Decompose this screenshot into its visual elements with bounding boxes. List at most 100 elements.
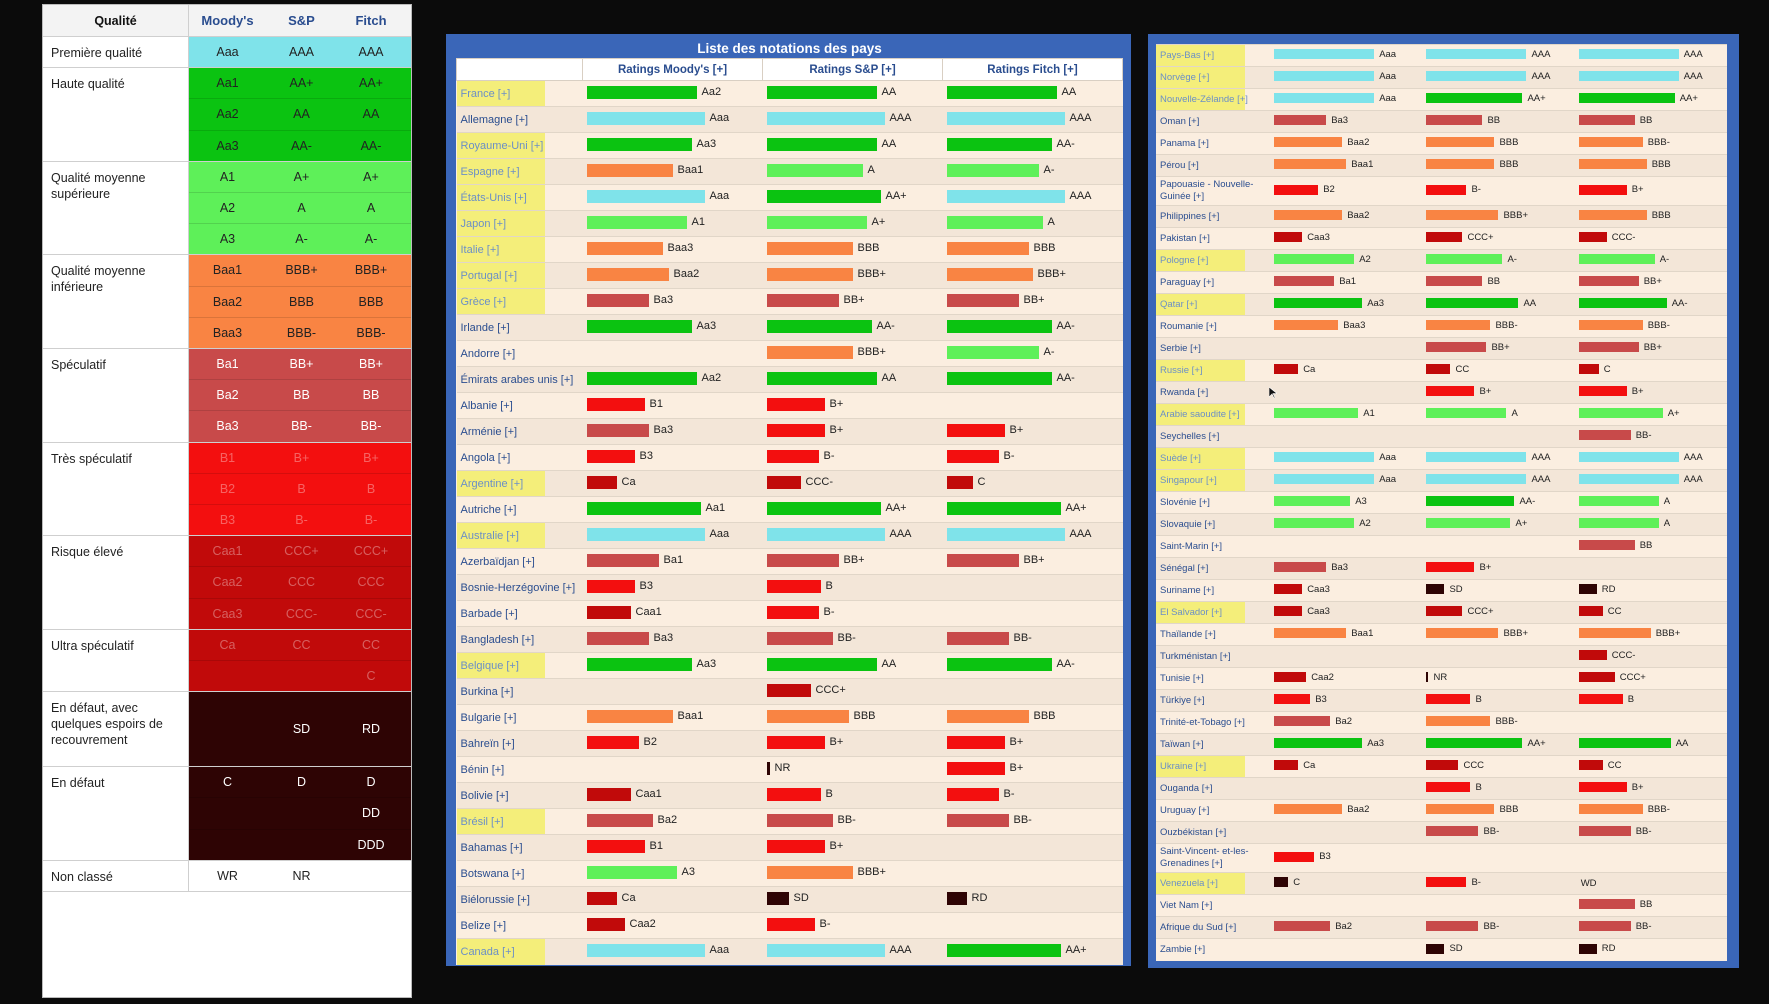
country-link[interactable]: Slovénie [+] xyxy=(1156,491,1271,514)
country-link[interactable]: Royaume-Uni [+] xyxy=(456,132,583,159)
rating-bar-fill xyxy=(586,865,677,879)
country-link[interactable]: Viet Nam [+] xyxy=(1156,894,1271,917)
country-link[interactable]: Pakistan [+] xyxy=(1156,227,1271,250)
country-link[interactable]: Zambie [+] xyxy=(1156,938,1271,961)
rating-cell-fitch xyxy=(942,678,1123,705)
country-link[interactable]: Bulgarie [+] xyxy=(456,704,583,731)
legend-moodys-value: Ba3 xyxy=(216,419,239,434)
rating-cell-sp: B- xyxy=(762,444,943,471)
country-link[interactable]: Saint-Vincent- et-les-Grenadines [+] xyxy=(1156,843,1271,873)
country-link[interactable]: Belgique [+] xyxy=(456,652,583,679)
rating-cell-fitch: BB- xyxy=(1574,425,1727,448)
country-link[interactable]: Sénégal [+] xyxy=(1156,557,1271,580)
header-fitch[interactable]: Ratings Fitch [+] xyxy=(942,58,1123,81)
country-link[interactable]: Ouzbékistan [+] xyxy=(1156,821,1271,844)
country-link[interactable]: Suède [+] xyxy=(1156,447,1271,470)
country-link[interactable]: Pérou [+] xyxy=(1156,154,1271,177)
legend-header-moodys[interactable]: Moody's xyxy=(201,13,254,28)
country-link[interactable]: Rwanda [+] xyxy=(1156,381,1271,404)
country-link[interactable]: Afrique du Sud [+] xyxy=(1156,916,1271,939)
rating-value: B+ xyxy=(1009,762,1024,774)
country-link[interactable]: Barbade [+] xyxy=(456,600,583,627)
country-link[interactable]: Seychelles [+] xyxy=(1156,425,1271,448)
country-link[interactable]: Autriche [+] xyxy=(456,496,583,523)
country-link[interactable]: Émirats arabes unis [+] xyxy=(456,366,583,393)
country-link[interactable]: Ouganda [+] xyxy=(1156,777,1271,800)
country-link[interactable]: Bolivie [+] xyxy=(456,782,583,809)
country-link[interactable]: Arménie [+] xyxy=(456,418,583,445)
country-link[interactable]: France [+] xyxy=(456,80,583,107)
country-link[interactable]: Turkménistan [+] xyxy=(1156,645,1271,668)
country-link[interactable]: Nouvelle-Zélande [+] xyxy=(1156,88,1271,111)
header-moodys[interactable]: Ratings Moody's [+] xyxy=(582,58,763,81)
country-link[interactable]: Japon [+] xyxy=(456,210,583,237)
country-link[interactable]: Türkiye [+] xyxy=(1156,689,1271,712)
country-link[interactable]: Bangladesh [+] xyxy=(456,626,583,653)
country-link[interactable]: Venezuela [+] xyxy=(1156,872,1271,895)
country-link[interactable]: Brésil [+] xyxy=(456,808,583,835)
country-link[interactable]: Thaïlande [+] xyxy=(1156,623,1271,646)
header-sp[interactable]: Ratings S&P [+] xyxy=(762,58,943,81)
country-link[interactable]: Panama [+] xyxy=(1156,132,1271,155)
rating-bar: B+ xyxy=(1578,386,1644,397)
country-link[interactable]: Belize [+] xyxy=(456,912,583,939)
country-link[interactable]: Slovaquie [+] xyxy=(1156,513,1271,536)
country-link[interactable]: Roumanie [+] xyxy=(1156,315,1271,338)
country-link[interactable]: Tunisie [+] xyxy=(1156,667,1271,690)
country-link[interactable]: Australie [+] xyxy=(456,522,583,549)
country-link[interactable]: Pays-Bas [+] xyxy=(1156,44,1271,67)
country-link[interactable]: Oman [+] xyxy=(1156,110,1271,133)
rating-bar-fill xyxy=(946,345,1039,359)
country-link[interactable]: Bosnie-Herzégovine [+] xyxy=(456,574,583,601)
country-link[interactable]: Angola [+] xyxy=(456,444,583,471)
country-link[interactable]: Russie [+] xyxy=(1156,359,1271,382)
country-link[interactable]: Qatar [+] xyxy=(1156,293,1271,316)
country-link[interactable]: Andorre [+] xyxy=(456,340,583,367)
country-link[interactable]: Uruguay [+] xyxy=(1156,799,1271,822)
country-link[interactable]: Espagne [+] xyxy=(456,158,583,185)
country-link[interactable]: Philippines [+] xyxy=(1156,205,1271,228)
country-link[interactable]: El Salvador [+] xyxy=(1156,601,1271,624)
country-link[interactable]: Albanie [+] xyxy=(456,392,583,419)
country-link[interactable]: Portugal [+] xyxy=(456,262,583,289)
country-link[interactable]: Italie [+] xyxy=(456,236,583,263)
country-link[interactable]: Arabie saoudite [+] xyxy=(1156,403,1271,426)
rating-bar-fill xyxy=(1578,760,1603,771)
rating-bar: B xyxy=(1578,694,1634,705)
rating-cell-sp: AA+ xyxy=(762,184,943,211)
country-link[interactable]: Botswana [+] xyxy=(456,860,583,887)
country-link[interactable]: Serbie [+] xyxy=(1156,337,1271,360)
rating-cell-fitch: AA+ xyxy=(942,496,1123,523)
country-link[interactable]: Bahamas [+] xyxy=(456,834,583,861)
country-link[interactable]: Burkina [+] xyxy=(456,678,583,705)
rating-value: Ba3 xyxy=(653,294,674,306)
rating-bar-fill xyxy=(1426,408,1507,419)
country-link[interactable]: Paraguay [+] xyxy=(1156,271,1271,294)
country-link[interactable]: Canada [+] xyxy=(456,938,583,965)
country-link[interactable]: Ukraine [+] xyxy=(1156,755,1271,778)
rating-bar-fill xyxy=(586,839,645,853)
legend-header-sp[interactable]: S&P xyxy=(288,13,315,28)
country-link[interactable]: États-Unis [+] xyxy=(456,184,583,211)
country-link[interactable]: Grèce [+] xyxy=(456,288,583,315)
legend-header-fitch[interactable]: Fitch xyxy=(355,13,387,28)
country-link[interactable]: Taïwan [+] xyxy=(1156,733,1271,756)
country-link[interactable]: Suriname [+] xyxy=(1156,579,1271,602)
country-link[interactable]: Allemagne [+] xyxy=(456,106,583,133)
country-link[interactable]: Pologne [+] xyxy=(1156,249,1271,272)
country-link[interactable]: Bénin [+] xyxy=(456,756,583,783)
country-link[interactable]: Azerbaïdjan [+] xyxy=(456,548,583,575)
country-link[interactable]: Trinité-et-Tobago [+] xyxy=(1156,711,1271,734)
rating-bar: BB- xyxy=(1426,826,1499,837)
country-link[interactable]: Biélorussie [+] xyxy=(456,886,583,913)
rating-cell-sp: NR xyxy=(762,756,943,783)
country-link[interactable]: Argentine [+] xyxy=(456,470,583,497)
country-link[interactable]: Irlande [+] xyxy=(456,314,583,341)
rating-bar: CC xyxy=(1578,760,1621,771)
rating-cell-moodys: Aa1 xyxy=(582,496,763,523)
country-link[interactable]: Norvège [+] xyxy=(1156,66,1271,89)
country-link[interactable]: Singapour [+] xyxy=(1156,469,1271,492)
country-link[interactable]: Saint-Marin [+] xyxy=(1156,535,1271,558)
country-link[interactable]: Papouasie - Nouvelle-Guinée [+] xyxy=(1156,176,1271,206)
country-link[interactable]: Bahreïn [+] xyxy=(456,730,583,757)
